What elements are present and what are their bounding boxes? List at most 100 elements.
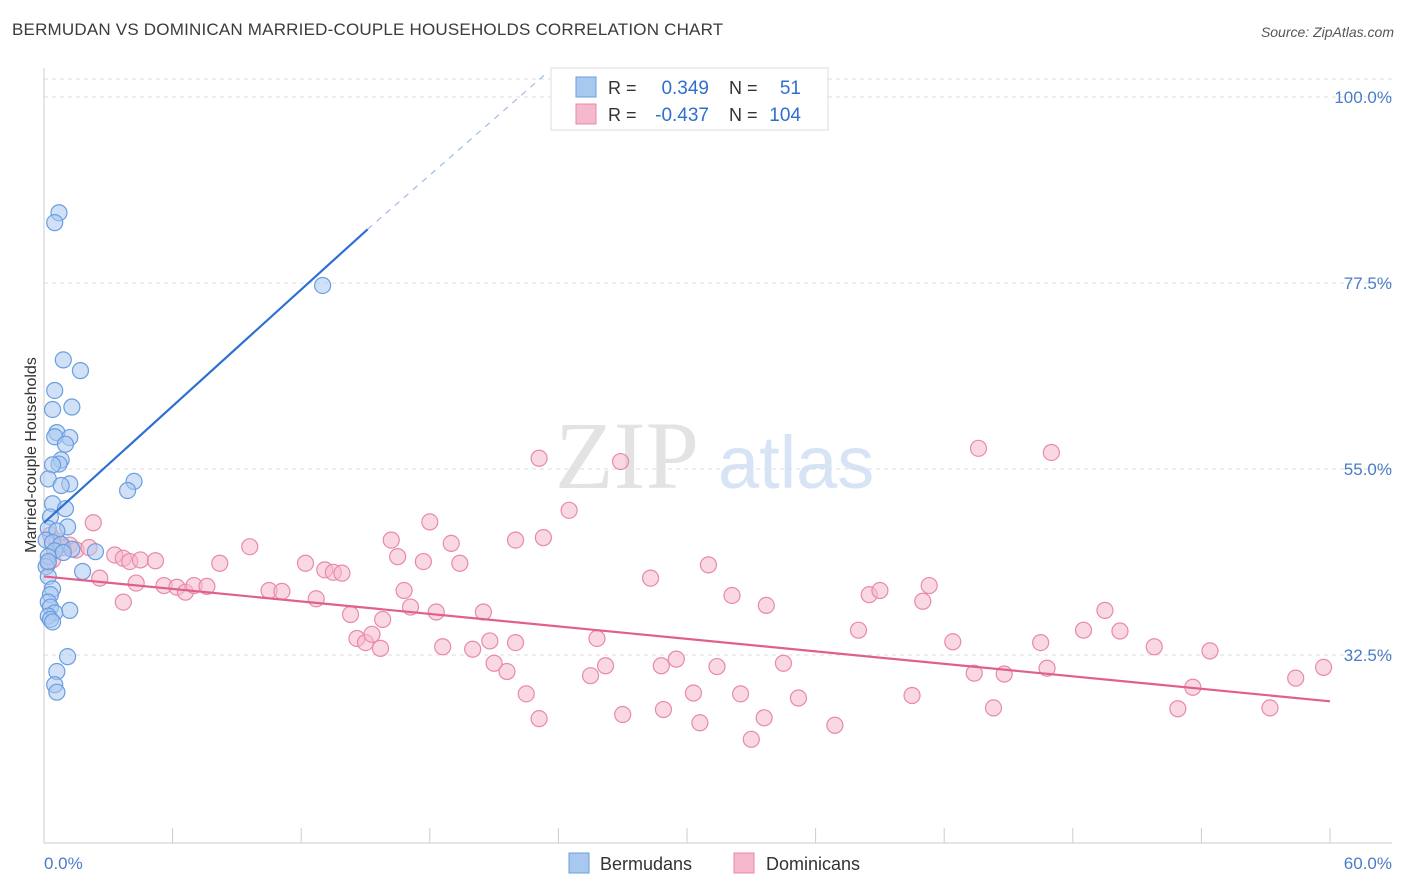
dominican-point	[451, 554, 469, 572]
dominican-point	[114, 593, 132, 611]
dominican-point	[434, 638, 452, 656]
dominican-point	[826, 716, 844, 734]
dominican-point	[1314, 658, 1333, 677]
dominican-point	[903, 686, 921, 705]
dominican-point	[395, 581, 413, 600]
x-axis-ticks	[43, 828, 1331, 843]
bermudan-point	[71, 362, 90, 380]
dominican-point	[427, 603, 445, 621]
dominican-point	[534, 529, 552, 547]
bermudan-point	[63, 398, 81, 416]
dominican-point	[654, 700, 673, 719]
dominican-point	[944, 633, 962, 651]
dominican-point	[1032, 633, 1050, 652]
y-axis-label: Married-couple Households	[23, 357, 40, 553]
dominican-point	[755, 709, 773, 727]
bermudan-point	[43, 613, 62, 631]
dominican-point	[498, 662, 516, 681]
dominican-point	[1074, 621, 1093, 639]
legend-swatch-bermudans	[575, 76, 597, 98]
bermudan-point	[46, 214, 64, 232]
source-label: Source: ZipAtlas.com	[1260, 24, 1394, 40]
legend-swatch-dominicans	[575, 103, 597, 125]
dominican-point	[506, 633, 525, 652]
dominican-point	[652, 657, 670, 675]
bermudan-point	[56, 500, 75, 518]
dominican-point	[757, 596, 775, 615]
dominican-point	[530, 449, 548, 467]
dominican-point	[464, 640, 482, 658]
dominican-point	[442, 534, 460, 553]
dominican-point	[371, 639, 390, 657]
y-tick-label: 77.5%	[1344, 274, 1392, 293]
correlation-legend: R = 0.349 N = 51 R = -0.437 N = 104	[550, 67, 829, 131]
dominican-point	[984, 699, 1003, 717]
dominican-point	[699, 556, 718, 574]
legend-r-value-1: 0.349	[661, 78, 709, 99]
chart-title: BERMUDAN VS DOMINICAN MARRIED-COUPLE HOU…	[12, 20, 724, 39]
bermudan-trend-extension	[367, 71, 549, 230]
dominican-point	[691, 714, 709, 732]
dominican-point	[273, 582, 291, 600]
dominican-point	[684, 684, 703, 702]
dominican-point	[84, 514, 102, 532]
bottom-legend-dominicans: Dominicans	[766, 854, 860, 874]
dominican-point	[723, 586, 741, 605]
dominican-point	[1038, 659, 1056, 677]
series-legend: Bermudans Dominicans	[568, 852, 860, 874]
bottom-legend-swatch-dominicans	[733, 852, 755, 874]
dominican-point	[969, 439, 988, 457]
x-tick-label-max: 60.0%	[1344, 854, 1392, 873]
x-tick-label-min: 0.0%	[44, 854, 83, 873]
dominican-point	[211, 554, 229, 572]
dominican-point	[774, 654, 793, 672]
y-tick-label: 55.0%	[1344, 460, 1392, 479]
bermudan-point	[58, 648, 77, 666]
bermudan-point	[39, 552, 57, 571]
dominican-point	[611, 452, 630, 471]
dominican-point	[1201, 642, 1219, 660]
dominican-point	[127, 574, 145, 592]
dominican-point	[920, 576, 938, 595]
bermudan-point	[54, 543, 72, 562]
dominican-point	[1261, 699, 1279, 717]
dominican-point	[517, 685, 535, 703]
dominican-point	[363, 625, 381, 643]
dominican-trend-line	[43, 575, 1331, 703]
bermudan-point	[46, 381, 64, 400]
dominican-point	[131, 551, 150, 569]
dominican-point	[1042, 443, 1060, 462]
dominican-point	[414, 552, 432, 571]
dominican-point	[789, 689, 808, 707]
dominican-point	[1169, 700, 1187, 718]
watermark: ZIP atlas	[555, 402, 874, 509]
bermudan-trend-line	[43, 228, 369, 524]
bermudan-point	[61, 601, 79, 619]
dominican-point	[296, 554, 315, 572]
dominican-point	[667, 650, 685, 668]
legend-box	[550, 67, 829, 131]
dominican-point	[241, 538, 259, 556]
legend-r-value-2: -0.437	[655, 105, 709, 126]
dominican-point	[588, 629, 606, 648]
bottom-legend-bermudans: Bermudans	[600, 854, 692, 874]
y-tick-label: 32.5%	[1344, 646, 1392, 665]
bermudan-point	[52, 476, 70, 495]
dominican-point	[731, 685, 750, 703]
dominican-point	[333, 564, 351, 582]
bermudan-point	[54, 351, 72, 369]
dominican-point	[1111, 622, 1129, 640]
dominican-point	[581, 667, 600, 685]
legend-n-label-2: N =	[729, 105, 758, 125]
dominican-point	[481, 632, 499, 650]
dominican-point	[91, 569, 109, 587]
bermudan-point	[48, 683, 66, 701]
dominican-point	[382, 531, 400, 549]
dominican-point	[506, 531, 525, 549]
dominican-point	[742, 730, 760, 748]
y-tick-label: 100.0%	[1334, 88, 1392, 107]
watermark-atlas: atlas	[718, 421, 874, 504]
bermudan-point	[118, 481, 137, 500]
dominican-point	[708, 657, 726, 676]
dominican-point	[560, 501, 578, 519]
